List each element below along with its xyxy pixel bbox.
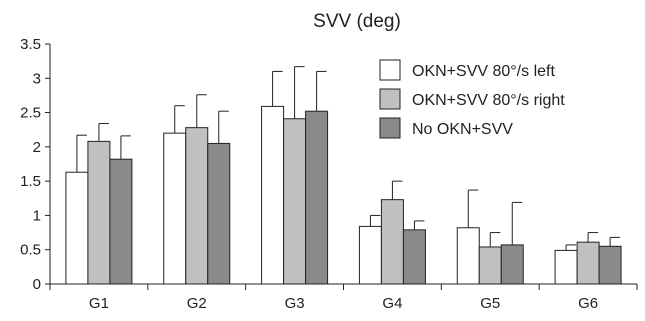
bar [500,244,524,285]
x-axis: G1 G2 G3 G4 G5 G6 [49,283,638,312]
bars [65,105,622,285]
y-tick-label: 1.5 [20,173,41,190]
bar [185,127,209,285]
x-tick-label: G1 [89,295,109,312]
bar [283,118,307,285]
y-tick-label: 2 [33,139,41,156]
x-tick-label: G6 [578,295,598,312]
y-tick-label: 3 [33,70,41,87]
x-tick-label: G3 [285,295,305,312]
bar [109,158,133,285]
bar [478,246,502,285]
legend-swatch [379,88,401,110]
legend-label: OKN+SVV 80°/s right [412,92,565,109]
y-tick-label: 1 [33,207,41,224]
bar [65,171,89,285]
x-tick-label: G2 [187,295,207,312]
y-tick-label: 0 [33,276,41,293]
bar [261,105,285,285]
chart-title: SVV (deg) [313,11,401,32]
legend: OKN+SVV 80°/s left OKN+SVV 80°/s right No … [379,59,565,139]
bar [358,225,382,285]
legend-label: OKN+SVV 80°/s left [412,63,555,80]
legend-swatch [379,117,401,139]
bar [380,199,404,285]
x-tick-label: G4 [382,295,402,312]
y-tick-label: 3.5 [20,36,41,53]
bar [305,110,329,285]
error-bars [76,66,621,251]
bar [87,140,111,285]
y-tick-label: 2.5 [20,105,41,122]
bar [163,132,187,285]
bar [402,229,426,285]
y-axis: 0 0.5 1 1.5 2 2.5 3 3.5 [20,36,51,293]
bar [456,227,480,285]
legend-label: No OKN+SVV [412,121,513,138]
bar [598,245,622,285]
x-tick-label: G5 [480,295,500,312]
y-tick-label: 0.5 [20,242,41,259]
bar [576,241,600,285]
bar [207,142,231,285]
bar [554,249,578,285]
legend-swatch [379,59,401,81]
